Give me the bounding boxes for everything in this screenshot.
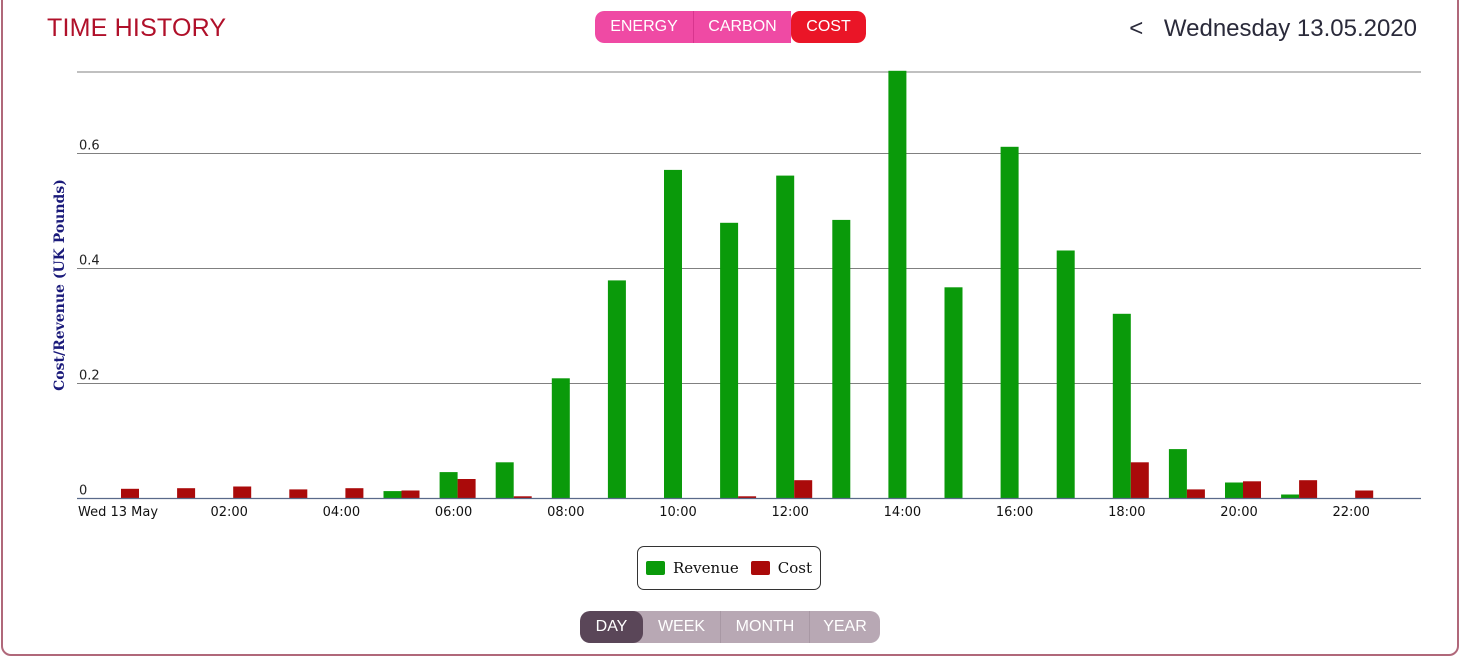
- y-tick-label: 0.2: [79, 369, 100, 384]
- cost-bar: [1243, 481, 1261, 498]
- x-tick-label: 16:00: [996, 505, 1033, 520]
- revenue-bar: [944, 287, 963, 498]
- revenue-bar: [888, 70, 907, 499]
- legend-label-revenue: Revenue: [673, 559, 739, 577]
- cost-bar: [121, 488, 139, 498]
- y-tick-label: 0: [79, 484, 87, 499]
- x-tick-label: 02:00: [210, 505, 247, 520]
- revenue-bar: [383, 491, 402, 498]
- x-tick-label: 14:00: [884, 505, 921, 520]
- x-tick-label: 08:00: [547, 505, 584, 520]
- revenue-bar: [1281, 494, 1300, 498]
- revenue-bar: [1168, 449, 1187, 498]
- date-label: Wednesday 13.05.2020: [1163, 15, 1417, 42]
- cost-bar: [401, 490, 420, 498]
- x-tick-label: Wed 13 May: [78, 505, 158, 520]
- legend-item-cost[interactable]: Cost: [750, 559, 812, 577]
- tab-carbon[interactable]: CARBON: [693, 11, 791, 43]
- x-tick-label: 10:00: [659, 505, 696, 520]
- legend-item-revenue[interactable]: Revenue: [646, 559, 739, 577]
- cost-bar: [513, 496, 532, 498]
- previous-day-button[interactable]: <: [1129, 15, 1144, 42]
- cost-bar: [1130, 462, 1149, 498]
- mode-tab-group: ENERGY CARBON COST: [595, 11, 866, 43]
- revenue-bar: [1225, 482, 1243, 498]
- cost-bar: [794, 480, 813, 498]
- cost-revenue-chart: 0 0.2 0.4 0.6 Cost/Revenue (UK Pounds) Wed 13…: [52, 70, 1421, 520]
- cost-bar: [457, 479, 476, 498]
- x-tick-label: 18:00: [1108, 505, 1145, 520]
- cost-bar: [1299, 480, 1318, 498]
- revenue-bar: [1112, 313, 1131, 498]
- revenue-bar: [776, 175, 795, 498]
- cost-bar: [345, 488, 364, 498]
- page-title: TIME HISTORY: [47, 14, 227, 42]
- cost-bar: [738, 496, 757, 498]
- tab-energy[interactable]: ENERGY: [595, 11, 693, 43]
- tab-cost[interactable]: COST: [791, 11, 866, 43]
- revenue-swatch: [646, 561, 666, 575]
- revenue-bar: [832, 219, 851, 498]
- x-tick-label: 22:00: [1332, 505, 1369, 520]
- revenue-bar: [551, 378, 570, 498]
- cost-bar: [233, 486, 252, 498]
- revenue-bar: [607, 280, 626, 498]
- tab-day[interactable]: DAY: [580, 611, 643, 643]
- cost-bar: [289, 489, 308, 498]
- tab-month[interactable]: MONTH: [720, 611, 809, 643]
- cost-bar: [1186, 489, 1205, 498]
- revenue-bar: [439, 472, 458, 498]
- revenue-bar: [664, 169, 682, 498]
- period-tab-group: DAY WEEK MONTH YEAR: [580, 611, 880, 643]
- revenue-bar: [720, 222, 739, 499]
- x-tick-label: 06:00: [435, 505, 472, 520]
- x-tick-label: 20:00: [1220, 505, 1257, 520]
- tab-year[interactable]: YEAR: [809, 611, 880, 643]
- y-axis-label: Cost/Revenue (UK Pounds): [52, 179, 68, 391]
- x-tick-label: 12:00: [771, 505, 808, 520]
- tab-week[interactable]: WEEK: [657, 618, 706, 635]
- cost-bar: [177, 488, 196, 498]
- cost-bar: [1355, 490, 1374, 498]
- y-tick-label: 0.4: [79, 254, 100, 269]
- cost-swatch: [750, 561, 770, 575]
- x-tick-label: 04:00: [323, 505, 360, 520]
- revenue-bar: [495, 462, 514, 498]
- revenue-bar: [1056, 250, 1075, 498]
- chart-legend: Revenue Cost: [637, 546, 821, 590]
- y-tick-label: 0.6: [79, 139, 100, 154]
- date-navigator: < Wednesday 13.05.2020: [1129, 15, 1417, 43]
- revenue-bar: [1000, 146, 1019, 499]
- legend-label-cost: Cost: [777, 559, 812, 577]
